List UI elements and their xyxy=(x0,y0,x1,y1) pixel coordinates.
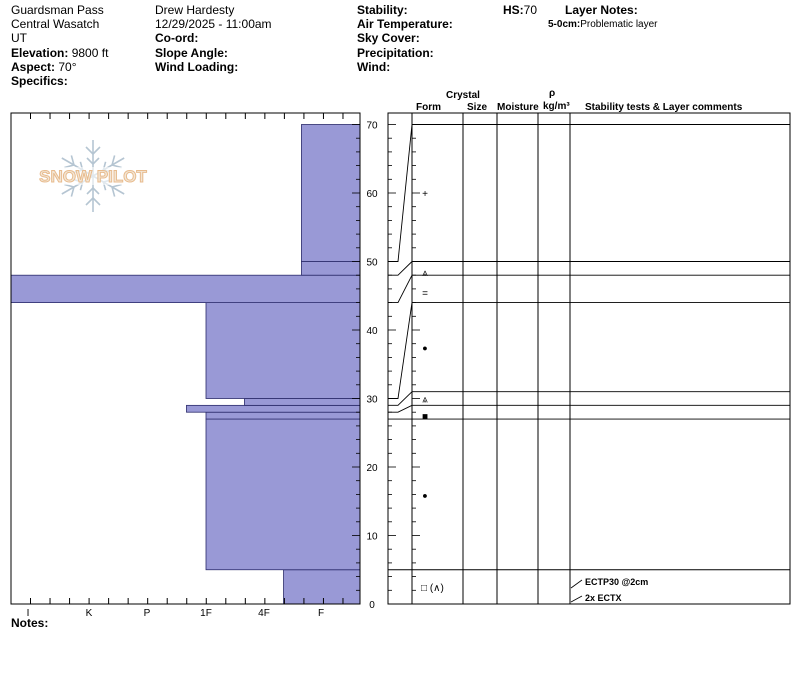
hardness-axis-labels: I K P 1F 4F F xyxy=(27,608,324,619)
layer-lines xyxy=(388,124,790,571)
hardness-axis-label: 1F xyxy=(200,608,212,619)
location-name: Guardsman Pass xyxy=(11,3,104,17)
wind-loading-label: Wind Loading: xyxy=(155,60,239,74)
hardness-bar xyxy=(205,418,361,571)
state-name: UT xyxy=(11,31,27,45)
hardness-axis-label: P xyxy=(144,608,151,619)
hs-value: 70 xyxy=(523,3,538,17)
coord-label: Co-ord: xyxy=(155,31,199,45)
layer-note: 5-0cm:Problematic layer xyxy=(548,18,658,32)
stability-tests: ECTP30 @2cm 2x ECTX xyxy=(570,577,648,603)
test-pointer-2 xyxy=(570,595,583,603)
layer-note-depth: 5-0cm: xyxy=(548,19,581,30)
stability-test-2: 2x ECTX xyxy=(585,593,622,603)
col-rho: ρ xyxy=(549,88,556,99)
observation-datetime: 12/29/2025 - 11:00am xyxy=(155,17,272,31)
sky-cover-label: Sky Cover: xyxy=(357,31,420,45)
stability-label: Stability: xyxy=(357,3,408,17)
layer-line xyxy=(388,274,790,304)
col-moisture: Moisture xyxy=(497,102,539,113)
hs-label: HS: xyxy=(503,3,524,17)
hardness-bar xyxy=(205,411,361,420)
hardness-bar xyxy=(283,569,361,605)
elevation-value: 9800 ft xyxy=(71,46,109,60)
crystal-form-symbol: ⩓ xyxy=(422,268,428,279)
crystal-form-symbol: = xyxy=(422,288,428,299)
height-axis-label: 70 xyxy=(366,121,378,132)
hardness-bar xyxy=(10,274,361,304)
layer-notes-label: Layer Notes: xyxy=(565,3,638,17)
col-density: kg/m³ xyxy=(543,101,570,112)
hardness-ticks xyxy=(30,113,344,604)
observer-name: Drew Hardesty xyxy=(155,3,235,17)
elevation: Elevation: 9800 ft xyxy=(11,46,108,60)
hardness-axis-label: 4F xyxy=(258,608,270,619)
layer-line xyxy=(388,404,790,413)
height-axis-label: 50 xyxy=(366,258,378,269)
hardness-bar xyxy=(301,124,361,262)
height-axis-label: 60 xyxy=(366,189,378,200)
col-crystal: Crystal xyxy=(446,90,480,101)
aspect-value: 70° xyxy=(58,60,77,74)
table-frame xyxy=(387,112,791,605)
crystal-form-symbol: ⩓ xyxy=(422,395,428,406)
col-size: Size xyxy=(467,102,488,113)
height-axis: 0 10 20 30 40 50 60 70 xyxy=(352,121,420,611)
hardness-bar xyxy=(186,404,361,413)
layer-line xyxy=(388,261,790,276)
hs: HS:70 xyxy=(503,3,537,17)
aspect: Aspect: 70° xyxy=(11,60,77,74)
test-pointer-1 xyxy=(570,579,583,589)
layer-line xyxy=(388,124,790,262)
hardness-axis-label: F xyxy=(318,608,324,619)
col-stability: Stability tests & Layer comments xyxy=(585,102,743,113)
crystal-form-symbol: ■ xyxy=(422,412,428,423)
layer-note-text: Problematic layer xyxy=(580,19,658,30)
height-axis-label: 20 xyxy=(366,463,378,474)
elevation-label: Elevation: xyxy=(11,46,69,60)
stability-test-1: ECTP30 @2cm xyxy=(585,577,648,587)
hardness-axis-label: K xyxy=(86,608,93,619)
hardness-bars xyxy=(10,124,361,605)
notes-label: Notes: xyxy=(11,616,49,630)
height-axis-label: 30 xyxy=(366,395,378,406)
hardness-bar xyxy=(205,302,361,399)
crystal-form-symbol: ● xyxy=(422,490,427,500)
crystal-forms: + ⩓ = ● ⩓ ■ ● □ (∧) xyxy=(421,189,444,594)
logo-text: SNOW PILOT xyxy=(39,167,147,186)
layer-line xyxy=(388,302,790,399)
height-axis-label: 40 xyxy=(366,326,378,337)
range-name: Central Wasatch xyxy=(11,17,100,31)
slope-angle-label: Slope Angle: xyxy=(155,46,228,60)
snowpilot-logo: SNOW PILOT xyxy=(31,140,155,212)
crystal-form-symbol: ● xyxy=(422,343,427,353)
height-axis-label: 10 xyxy=(366,532,378,543)
height-axis-label: 0 xyxy=(369,600,375,611)
layer-line xyxy=(388,391,790,406)
hardness-bar xyxy=(301,261,361,276)
crystal-form-symbol: + xyxy=(422,189,428,200)
specifics-label: Specifics: xyxy=(11,74,68,88)
air-temperature-label: Air Temperature: xyxy=(357,17,453,31)
aspect-label: Aspect: xyxy=(11,60,56,74)
crystal-form-symbol: □ (∧) xyxy=(421,583,444,594)
wind-label: Wind: xyxy=(357,60,391,74)
hardness-axis-label: I xyxy=(27,608,30,619)
precipitation-label: Precipitation: xyxy=(357,46,434,60)
hardness-frame xyxy=(10,112,361,605)
hardness-bar xyxy=(244,398,361,406)
layer-table: + ⩓ = ● ⩓ ■ ● □ (∧) xyxy=(387,112,791,605)
col-form: Form xyxy=(416,102,441,113)
